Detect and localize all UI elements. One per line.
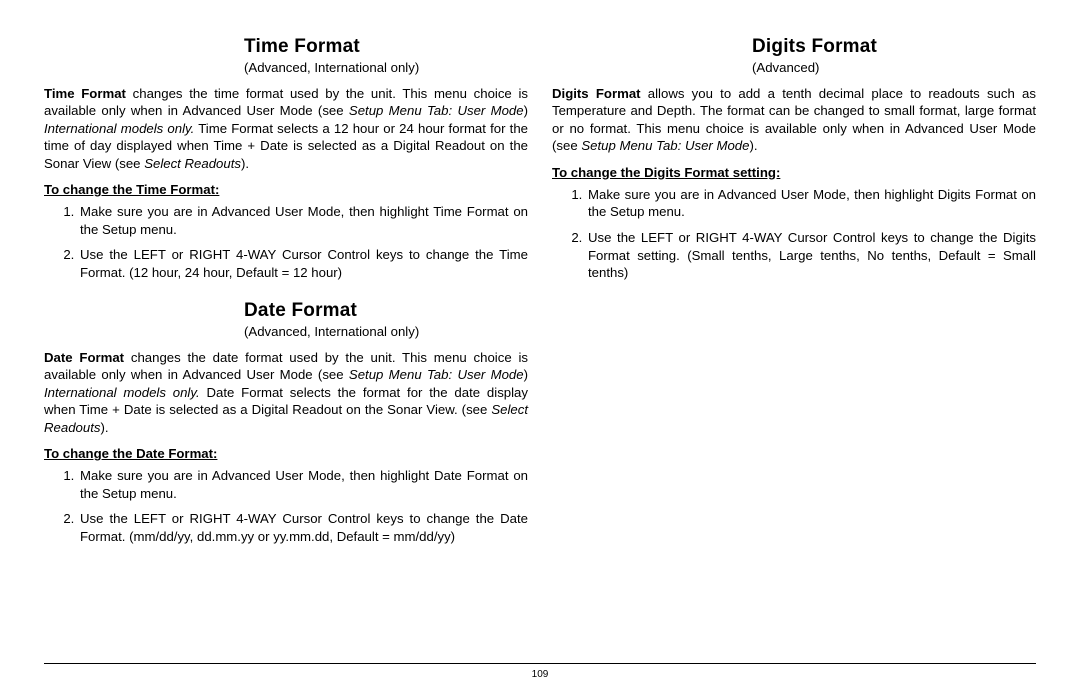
howto-title-digits: To change the Digits Format setting:	[552, 165, 1036, 180]
paragraph-date-format: Date Format changes the date format used…	[44, 349, 528, 436]
page-number: 109	[0, 669, 1080, 680]
paragraph-digits-format: Digits Format allows you to add a tenth …	[552, 85, 1036, 155]
section-time-format: Time Format (Advanced, International onl…	[44, 36, 528, 282]
step-item: Use the LEFT or RIGHT 4-WAY Cursor Contr…	[78, 510, 528, 545]
text: )	[524, 367, 528, 382]
subtitle-date-format: (Advanced, International only)	[244, 324, 528, 339]
howto-title-date: To change the Date Format:	[44, 446, 528, 461]
steps-date-format: Make sure you are in Advanced User Mode,…	[44, 467, 528, 546]
step-item: Make sure you are in Advanced User Mode,…	[586, 186, 1036, 221]
text: ).	[749, 138, 757, 153]
subtitle-digits-format: (Advanced)	[752, 60, 1036, 75]
ref-select-readouts: Select Readouts	[144, 156, 241, 171]
step-item: Make sure you are in Advanced User Mode,…	[78, 203, 528, 238]
bold-lead-time: Time Format	[44, 86, 126, 101]
step-item: Make sure you are in Advanced User Mode,…	[78, 467, 528, 502]
ref-setup-menu: Setup Menu Tab: User Mode	[349, 103, 524, 118]
two-column-layout: Time Format (Advanced, International onl…	[44, 36, 1036, 564]
text: ).	[241, 156, 249, 171]
ref-setup-menu: Setup Menu Tab: User Mode	[349, 367, 524, 382]
bold-lead-digits: Digits Format	[552, 86, 641, 101]
step-item: Use the LEFT or RIGHT 4-WAY Cursor Contr…	[586, 229, 1036, 282]
steps-time-format: Make sure you are in Advanced User Mode,…	[44, 203, 528, 282]
howto-title-time: To change the Time Format:	[44, 182, 528, 197]
text: ).	[100, 420, 108, 435]
ref-intl-only: International models only.	[44, 121, 194, 136]
section-digits-format: Digits Format (Advanced) Digits Format a…	[552, 36, 1036, 282]
heading-digits-format: Digits Format	[752, 36, 1036, 58]
right-column: Digits Format (Advanced) Digits Format a…	[552, 36, 1036, 564]
bold-lead-date: Date Format	[44, 350, 124, 365]
footer-rule	[44, 663, 1036, 664]
subtitle-time-format: (Advanced, International only)	[244, 60, 528, 75]
left-column: Time Format (Advanced, International onl…	[44, 36, 528, 564]
paragraph-time-format: Time Format changes the time format used…	[44, 85, 528, 172]
heading-date-format: Date Format	[244, 300, 528, 322]
text: )	[524, 103, 528, 118]
steps-digits-format: Make sure you are in Advanced User Mode,…	[552, 186, 1036, 282]
ref-setup-menu: Setup Menu Tab: User Mode	[581, 138, 749, 153]
section-date-format: Date Format (Advanced, International onl…	[44, 300, 528, 546]
heading-time-format: Time Format	[244, 36, 528, 58]
step-item: Use the LEFT or RIGHT 4-WAY Cursor Contr…	[78, 246, 528, 281]
ref-intl-only: International models only.	[44, 385, 200, 400]
